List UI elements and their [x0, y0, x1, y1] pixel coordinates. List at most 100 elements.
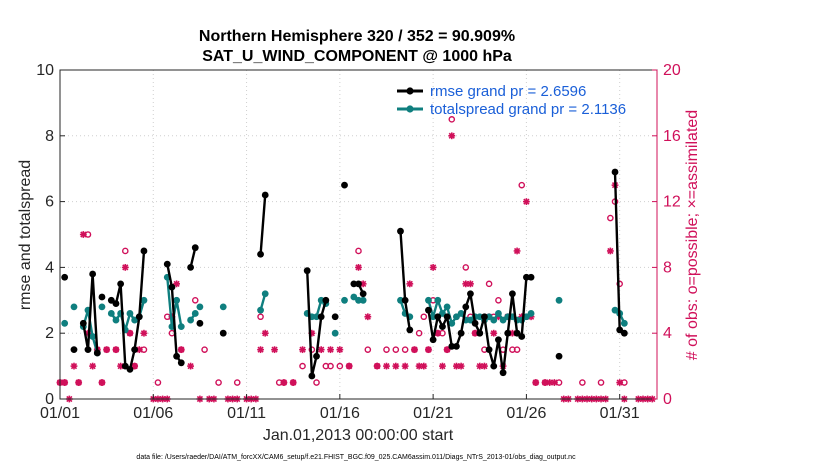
rmse-point [355, 280, 362, 288]
rmse-point [70, 346, 78, 354]
totalspread-point [434, 296, 442, 304]
obs-possible-point [485, 280, 493, 288]
rmse-line-segment [166, 263, 183, 364]
rmse-point [350, 280, 358, 288]
totalspread-point [70, 303, 78, 311]
rmse-point [79, 319, 87, 327]
obs-assimilated-point [406, 280, 414, 288]
x-tick-label: 01/21 [413, 405, 453, 422]
rmse-point [93, 349, 101, 357]
obs-assimilated-stroke [523, 198, 530, 205]
obs-assimilated-point [103, 346, 111, 354]
obs-possible-point [233, 379, 241, 386]
obs-assimilated-stroke [541, 379, 549, 386]
obs-assimilated-stroke [453, 362, 460, 370]
totalspread-point [126, 310, 134, 317]
obs-assimilated-stroke [364, 313, 371, 320]
error-series [61, 168, 628, 380]
obs-assimilated-stroke [70, 362, 78, 370]
totalspread-point [425, 296, 432, 304]
obs-assimilated-point [550, 379, 558, 386]
obs-possible-point [215, 379, 222, 386]
obs-assimilated-stroke [383, 362, 390, 370]
obs-assimilated-stroke [117, 362, 124, 370]
y-right-tick-label: 0 [663, 391, 672, 408]
rmse-point [84, 346, 92, 354]
obs-possible-point [415, 329, 423, 337]
rmse-point [196, 319, 204, 327]
obs-assimilated-stroke [551, 379, 558, 386]
rmse-point [163, 260, 171, 268]
totalspread-point [527, 310, 535, 317]
obs-assimilated-point [481, 362, 488, 370]
obs-assimilated-stroke [411, 346, 418, 353]
x-axis: 01/01 01/06 01/11 01/16 01/21 01/26 01/31 [40, 394, 640, 422]
obs-possible-point [513, 346, 521, 353]
obs-assimilated-stroke [98, 379, 106, 386]
y-right-tick-label: 20 [663, 62, 681, 79]
rmse-point [187, 264, 194, 271]
obs-possible-point [201, 346, 208, 353]
obs-assimilated-point [327, 346, 334, 354]
rmse-point [308, 372, 316, 380]
obs-assimilated-stroke [509, 330, 516, 337]
totalspread-point [257, 306, 264, 314]
obs-possible-point [154, 379, 162, 386]
obs-possible-point [355, 247, 362, 255]
rmse-point [620, 329, 628, 337]
obs-possible-point [607, 214, 614, 222]
obs-assimilated-stroke [439, 362, 446, 370]
x-tick-label: 01/01 [40, 405, 80, 422]
totalspread-point [140, 296, 148, 304]
rmse-point [555, 352, 563, 360]
rmse-point [471, 319, 479, 327]
obs-assimilated-stroke [546, 379, 553, 386]
obs-possible-point [257, 313, 264, 321]
obs-possible-point [121, 247, 129, 255]
obs-assimilated-point [261, 329, 269, 337]
obs-assimilated-point [523, 198, 530, 205]
obs-assimilated-stroke [75, 379, 82, 386]
obs-assimilated-point [299, 346, 306, 354]
x-tick-label: 01/06 [133, 405, 173, 422]
obs-assimilated-stroke [112, 346, 120, 353]
obs-possible-point [364, 346, 372, 353]
obs-assimilated-stroke [290, 379, 297, 386]
obs-assimilated-point [434, 329, 442, 337]
obs-assimilated-point [373, 362, 381, 370]
obs-assimilated-stroke [532, 379, 539, 386]
totalspread-point [61, 319, 69, 327]
totalspread-point [331, 329, 339, 337]
obs-assimilated-stroke [476, 362, 483, 370]
totalspread-point [261, 290, 269, 298]
obs-assimilated-point [457, 362, 465, 370]
obs-assimilated-stroke [616, 379, 623, 386]
y-axis-label: rmse and totalspread [17, 160, 34, 310]
totalspread-point [359, 296, 367, 304]
obs-assimilated-stroke [187, 362, 194, 370]
rmse-point [341, 181, 348, 189]
obs-possible-point [401, 346, 409, 353]
obs-assimilated-stroke [457, 362, 465, 370]
rmse-point [611, 168, 619, 176]
obs-assimilated-point [392, 362, 400, 370]
totalspread-point [313, 313, 320, 321]
obs-assimilated-point [383, 362, 390, 370]
obs-assimilated-stroke [434, 330, 441, 337]
obs-assimilated-point [121, 264, 129, 271]
obs-assimilated-point [61, 379, 69, 386]
obs-assimilated-stroke [471, 330, 479, 337]
y-tick-label: 6 [45, 194, 54, 211]
rmse-point [257, 250, 264, 258]
obs-assimilated-stroke [448, 132, 455, 139]
totalspread-point [555, 296, 563, 304]
totalspread-point [397, 296, 404, 304]
obs-assimilated-point [271, 346, 278, 354]
x-tick-label: 01/11 [227, 405, 266, 422]
rmse-point [490, 362, 498, 370]
totalspread-point [89, 333, 97, 340]
rmse-point [322, 296, 330, 304]
obs-assimilated-point [126, 329, 134, 337]
rmse-point [317, 313, 325, 321]
obs-assimilated-point [513, 247, 521, 255]
